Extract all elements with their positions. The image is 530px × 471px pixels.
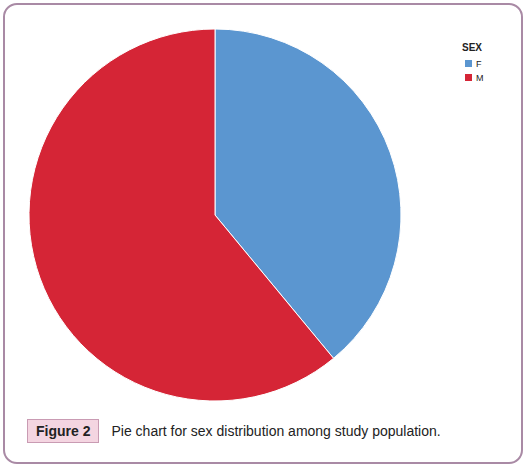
svg-text:M: M [476,73,484,83]
html-text:Pie chart for sex distribution: Pie chart for sex distribution among stu… [111,423,441,439]
svg-text:F: F [476,59,482,69]
svg-text:SEX: SEX [462,42,482,53]
html-text:Figure 2: Figure 2 [36,423,91,439]
